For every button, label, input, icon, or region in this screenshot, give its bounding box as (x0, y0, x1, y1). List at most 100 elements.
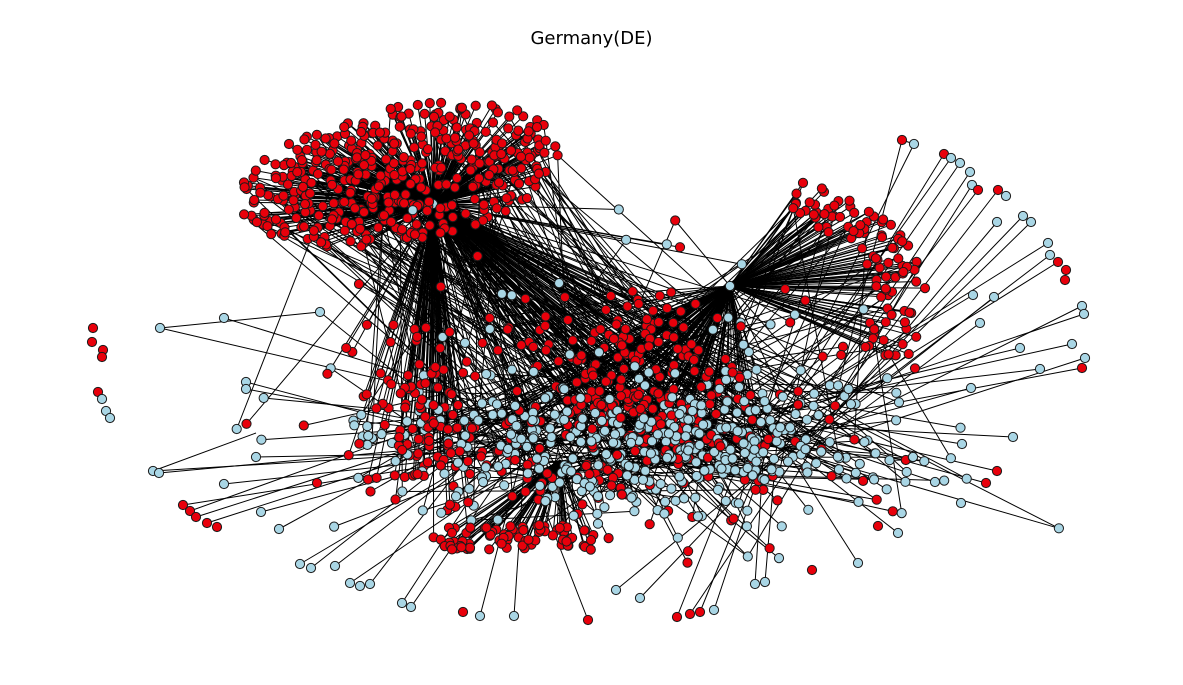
graph-node-red (435, 281, 446, 292)
graph-edge (819, 313, 1085, 404)
graph-node-red (409, 142, 420, 153)
graph-edge (786, 427, 987, 484)
graph-node-red (451, 122, 462, 133)
graph-node-red (351, 152, 362, 163)
graph-node-red (456, 542, 467, 553)
graph-edge (780, 143, 915, 409)
graph-node-blue (699, 465, 710, 476)
graph-node-red (552, 150, 563, 161)
graph-node-red (870, 253, 882, 264)
graph-node-red (885, 219, 897, 230)
graph-node-red (464, 130, 475, 141)
graph-node-red (1052, 256, 1064, 268)
graph-node-red (561, 536, 572, 547)
graph-node-red (397, 445, 408, 456)
graph-node-red (422, 205, 433, 216)
graph-node-red (764, 543, 775, 554)
graph-node-red (654, 290, 665, 301)
graph-node-red (603, 533, 614, 544)
graph-node-blue (843, 383, 854, 395)
graph-node-red (435, 227, 446, 238)
graph-node-red (858, 475, 869, 486)
graph-edge (729, 285, 906, 323)
graph-node-red (587, 423, 598, 434)
graph-node-red (641, 314, 653, 325)
graph-node-red (259, 207, 270, 218)
graph-node-red (475, 451, 487, 462)
graph-node-blue (521, 441, 533, 452)
graph-node-red (904, 307, 915, 318)
graph-node-blue (858, 304, 869, 315)
graph-node-red (586, 335, 597, 347)
graph-node-blue (736, 259, 747, 270)
graph-node-blue (546, 431, 557, 443)
graph-node-blue (800, 434, 812, 445)
graph-node-red (662, 303, 673, 314)
graph-node-red (579, 525, 590, 536)
graph-node-blue (511, 420, 522, 431)
graph-edge (810, 242, 1049, 392)
graph-node-blue (344, 577, 356, 589)
graph-edge (432, 203, 534, 421)
graph-node-blue (460, 430, 471, 441)
graph-node-red (409, 229, 420, 240)
graph-node-red (517, 540, 528, 551)
graph-node-red (668, 360, 680, 371)
graph-node-blue (516, 433, 527, 444)
graph-node-red (567, 335, 578, 346)
graph-node-red (518, 111, 529, 122)
graph-node-red (728, 513, 739, 524)
graph-node-red (463, 497, 474, 508)
graph-node-red (540, 320, 551, 331)
graph-edge (729, 285, 909, 355)
graph-node-red (480, 126, 491, 137)
graph-node-red (880, 317, 891, 328)
graph-node-red (666, 287, 677, 298)
graph-node-red (316, 237, 327, 248)
graph-node-blue (694, 428, 705, 439)
graph-node-blue (436, 507, 447, 518)
graph-node-red (341, 342, 352, 354)
graph-node-red (684, 608, 696, 620)
graph-node-red (486, 100, 497, 111)
graph-node-red (682, 557, 693, 568)
graph-node-red (317, 201, 328, 212)
graph-edge (729, 285, 784, 397)
graph-edge (823, 221, 1032, 426)
graph-node-red (399, 471, 410, 483)
graph-node-blue (743, 346, 755, 358)
graph-node-blue (666, 483, 677, 494)
graph-node-red (371, 472, 382, 483)
graph-node-red (339, 196, 350, 208)
graph-node-red (353, 169, 364, 180)
graph-node-red (678, 322, 689, 333)
graph-node-red (795, 208, 806, 219)
graph-node-red (683, 546, 694, 557)
graph-node-blue (505, 429, 517, 440)
graph-node-red (531, 122, 543, 133)
graph-node-blue (240, 383, 252, 395)
graph-node-red (484, 312, 495, 324)
graph-edge (609, 458, 749, 557)
graph-node-red (872, 520, 884, 532)
graph-node-red (428, 111, 440, 123)
graph-node-red (316, 146, 327, 157)
graph-node-red (848, 226, 859, 237)
graph-node-red (450, 132, 461, 143)
graph-node-red (288, 195, 299, 206)
graph-node-blue (758, 447, 769, 458)
graph-node-blue (96, 393, 108, 405)
graph-node-red (588, 370, 599, 381)
graph-edge (817, 429, 998, 472)
graph-node-red (571, 377, 582, 388)
graph-node-blue (508, 610, 520, 622)
graph-node-blue (493, 461, 504, 472)
graph-node-red (674, 242, 686, 253)
graph-node-blue (407, 205, 418, 216)
graph-node-red (600, 304, 612, 315)
graph-node-red (452, 422, 463, 433)
graph-node-blue (816, 446, 827, 457)
graph-node-red (611, 319, 622, 330)
graph-node-blue (1000, 190, 1012, 202)
graph-node-blue (586, 436, 597, 447)
